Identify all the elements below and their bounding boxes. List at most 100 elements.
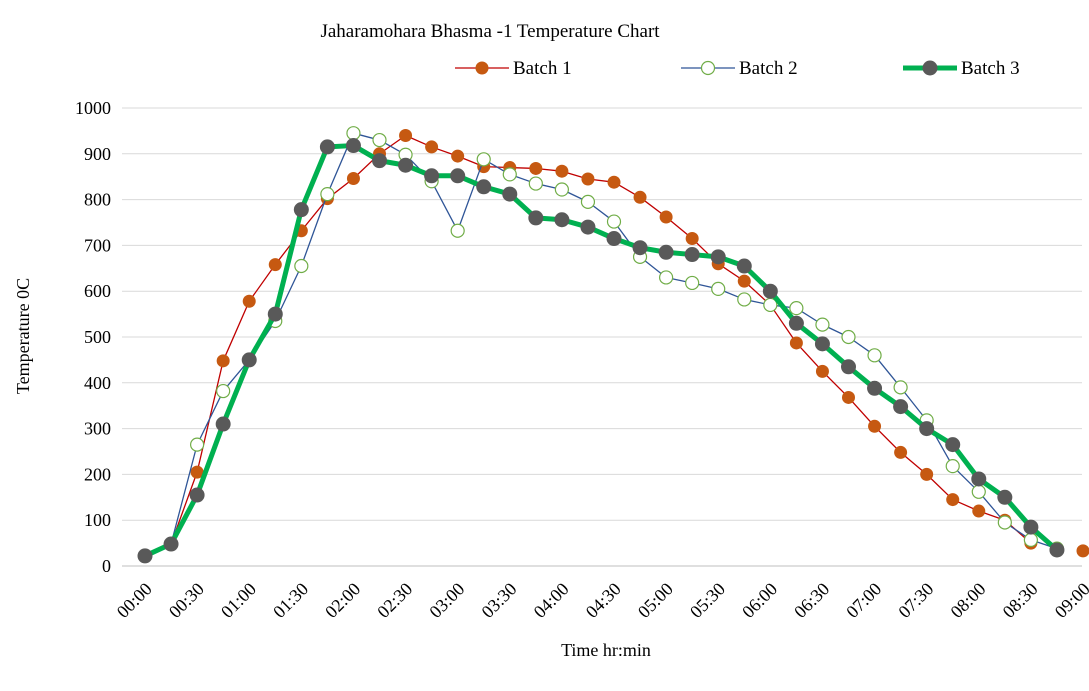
x-tick-label: 05:30 <box>686 579 729 622</box>
series-line <box>145 146 1057 556</box>
y-tick-label: 700 <box>84 235 111 255</box>
y-tick-label: 900 <box>84 144 111 164</box>
data-point <box>242 352 257 367</box>
y-tick-label: 200 <box>84 464 111 484</box>
data-point <box>685 247 700 262</box>
data-point <box>608 215 621 228</box>
data-point <box>1049 542 1064 557</box>
y-tick-label: 600 <box>84 281 111 301</box>
data-point <box>945 437 960 452</box>
data-point <box>164 537 179 552</box>
x-tick-label: 08:30 <box>999 579 1042 622</box>
data-point <box>1077 544 1089 557</box>
data-point <box>712 282 725 295</box>
data-point <box>971 471 986 486</box>
data-point <box>320 139 335 154</box>
x-tick-label: 00:30 <box>165 579 208 622</box>
data-point <box>346 138 361 153</box>
data-point <box>529 177 542 190</box>
gridlines <box>122 108 1082 566</box>
y-tick-label: 100 <box>84 510 111 530</box>
data-point <box>972 505 985 518</box>
data-point <box>217 354 230 367</box>
data-point <box>868 420 881 433</box>
data-point <box>816 365 829 378</box>
data-point <box>451 224 464 237</box>
data-point <box>608 176 621 189</box>
x-tick-label: 03:30 <box>477 579 520 622</box>
data-point <box>502 187 517 202</box>
x-tick-label: 09:00 <box>1051 579 1089 622</box>
data-point <box>424 168 439 183</box>
data-point <box>946 460 959 473</box>
data-point <box>737 259 752 274</box>
chart-title: Jaharamohara Bhasma -1 Temperature Chart <box>320 21 660 42</box>
y-tick-label: 500 <box>84 327 111 347</box>
data-point <box>581 172 594 185</box>
data-point <box>373 134 386 147</box>
data-point <box>243 295 256 308</box>
data-point <box>660 211 673 224</box>
data-point <box>633 240 648 255</box>
data-point <box>451 150 464 163</box>
data-point <box>269 258 282 271</box>
data-point <box>321 188 334 201</box>
data-point <box>841 359 856 374</box>
x-tick-label: 05:00 <box>634 579 677 622</box>
data-point <box>217 385 230 398</box>
data-point <box>842 331 855 344</box>
data-point <box>763 284 778 299</box>
data-point <box>295 260 308 273</box>
data-point <box>607 231 622 246</box>
x-tick-label: 01:00 <box>217 579 260 622</box>
x-tick-label: 08:00 <box>946 579 989 622</box>
data-point <box>1024 533 1037 546</box>
y-tick-label: 300 <box>84 419 111 439</box>
data-point <box>920 468 933 481</box>
x-tick-label: 07:30 <box>894 579 937 622</box>
data-point <box>294 202 309 217</box>
data-point <box>659 245 674 260</box>
data-point <box>972 485 985 498</box>
series-line <box>145 135 1083 555</box>
legend-marker <box>702 62 715 75</box>
legend-label: Batch 1 <box>513 58 572 79</box>
y-tick-label: 400 <box>84 373 111 393</box>
data-point <box>555 183 568 196</box>
x-tick-label: 02:00 <box>321 579 364 622</box>
data-point <box>738 275 751 288</box>
series-2 <box>139 127 1064 563</box>
data-point <box>789 316 804 331</box>
data-point <box>399 129 412 142</box>
data-point <box>867 381 882 396</box>
data-point <box>347 127 360 140</box>
x-tick-label: 07:00 <box>842 579 885 622</box>
data-point <box>634 191 647 204</box>
data-point <box>815 336 830 351</box>
data-point <box>738 293 751 306</box>
data-point <box>1023 520 1038 535</box>
legend-item: Batch 3 <box>903 58 1020 79</box>
data-point <box>528 210 543 225</box>
x-tick-label: 06:30 <box>790 579 833 622</box>
x-tick-label: 02:30 <box>373 579 416 622</box>
y-axis-title: Temperature 0C <box>13 278 33 394</box>
y-tick-label: 800 <box>84 190 111 210</box>
series-line <box>145 133 1057 556</box>
data-point <box>476 179 491 194</box>
y-tick-label: 1000 <box>75 98 111 118</box>
legend-item: Batch 2 <box>681 58 798 79</box>
data-point <box>919 421 934 436</box>
data-point <box>477 153 490 166</box>
data-point <box>660 271 673 284</box>
data-point <box>790 336 803 349</box>
x-tick-label: 00:00 <box>113 579 156 622</box>
x-tick-label: 01:30 <box>269 579 312 622</box>
x-tick-label: 03:00 <box>425 579 468 622</box>
data-point <box>425 140 438 153</box>
data-point <box>138 548 153 563</box>
data-point <box>998 516 1011 529</box>
